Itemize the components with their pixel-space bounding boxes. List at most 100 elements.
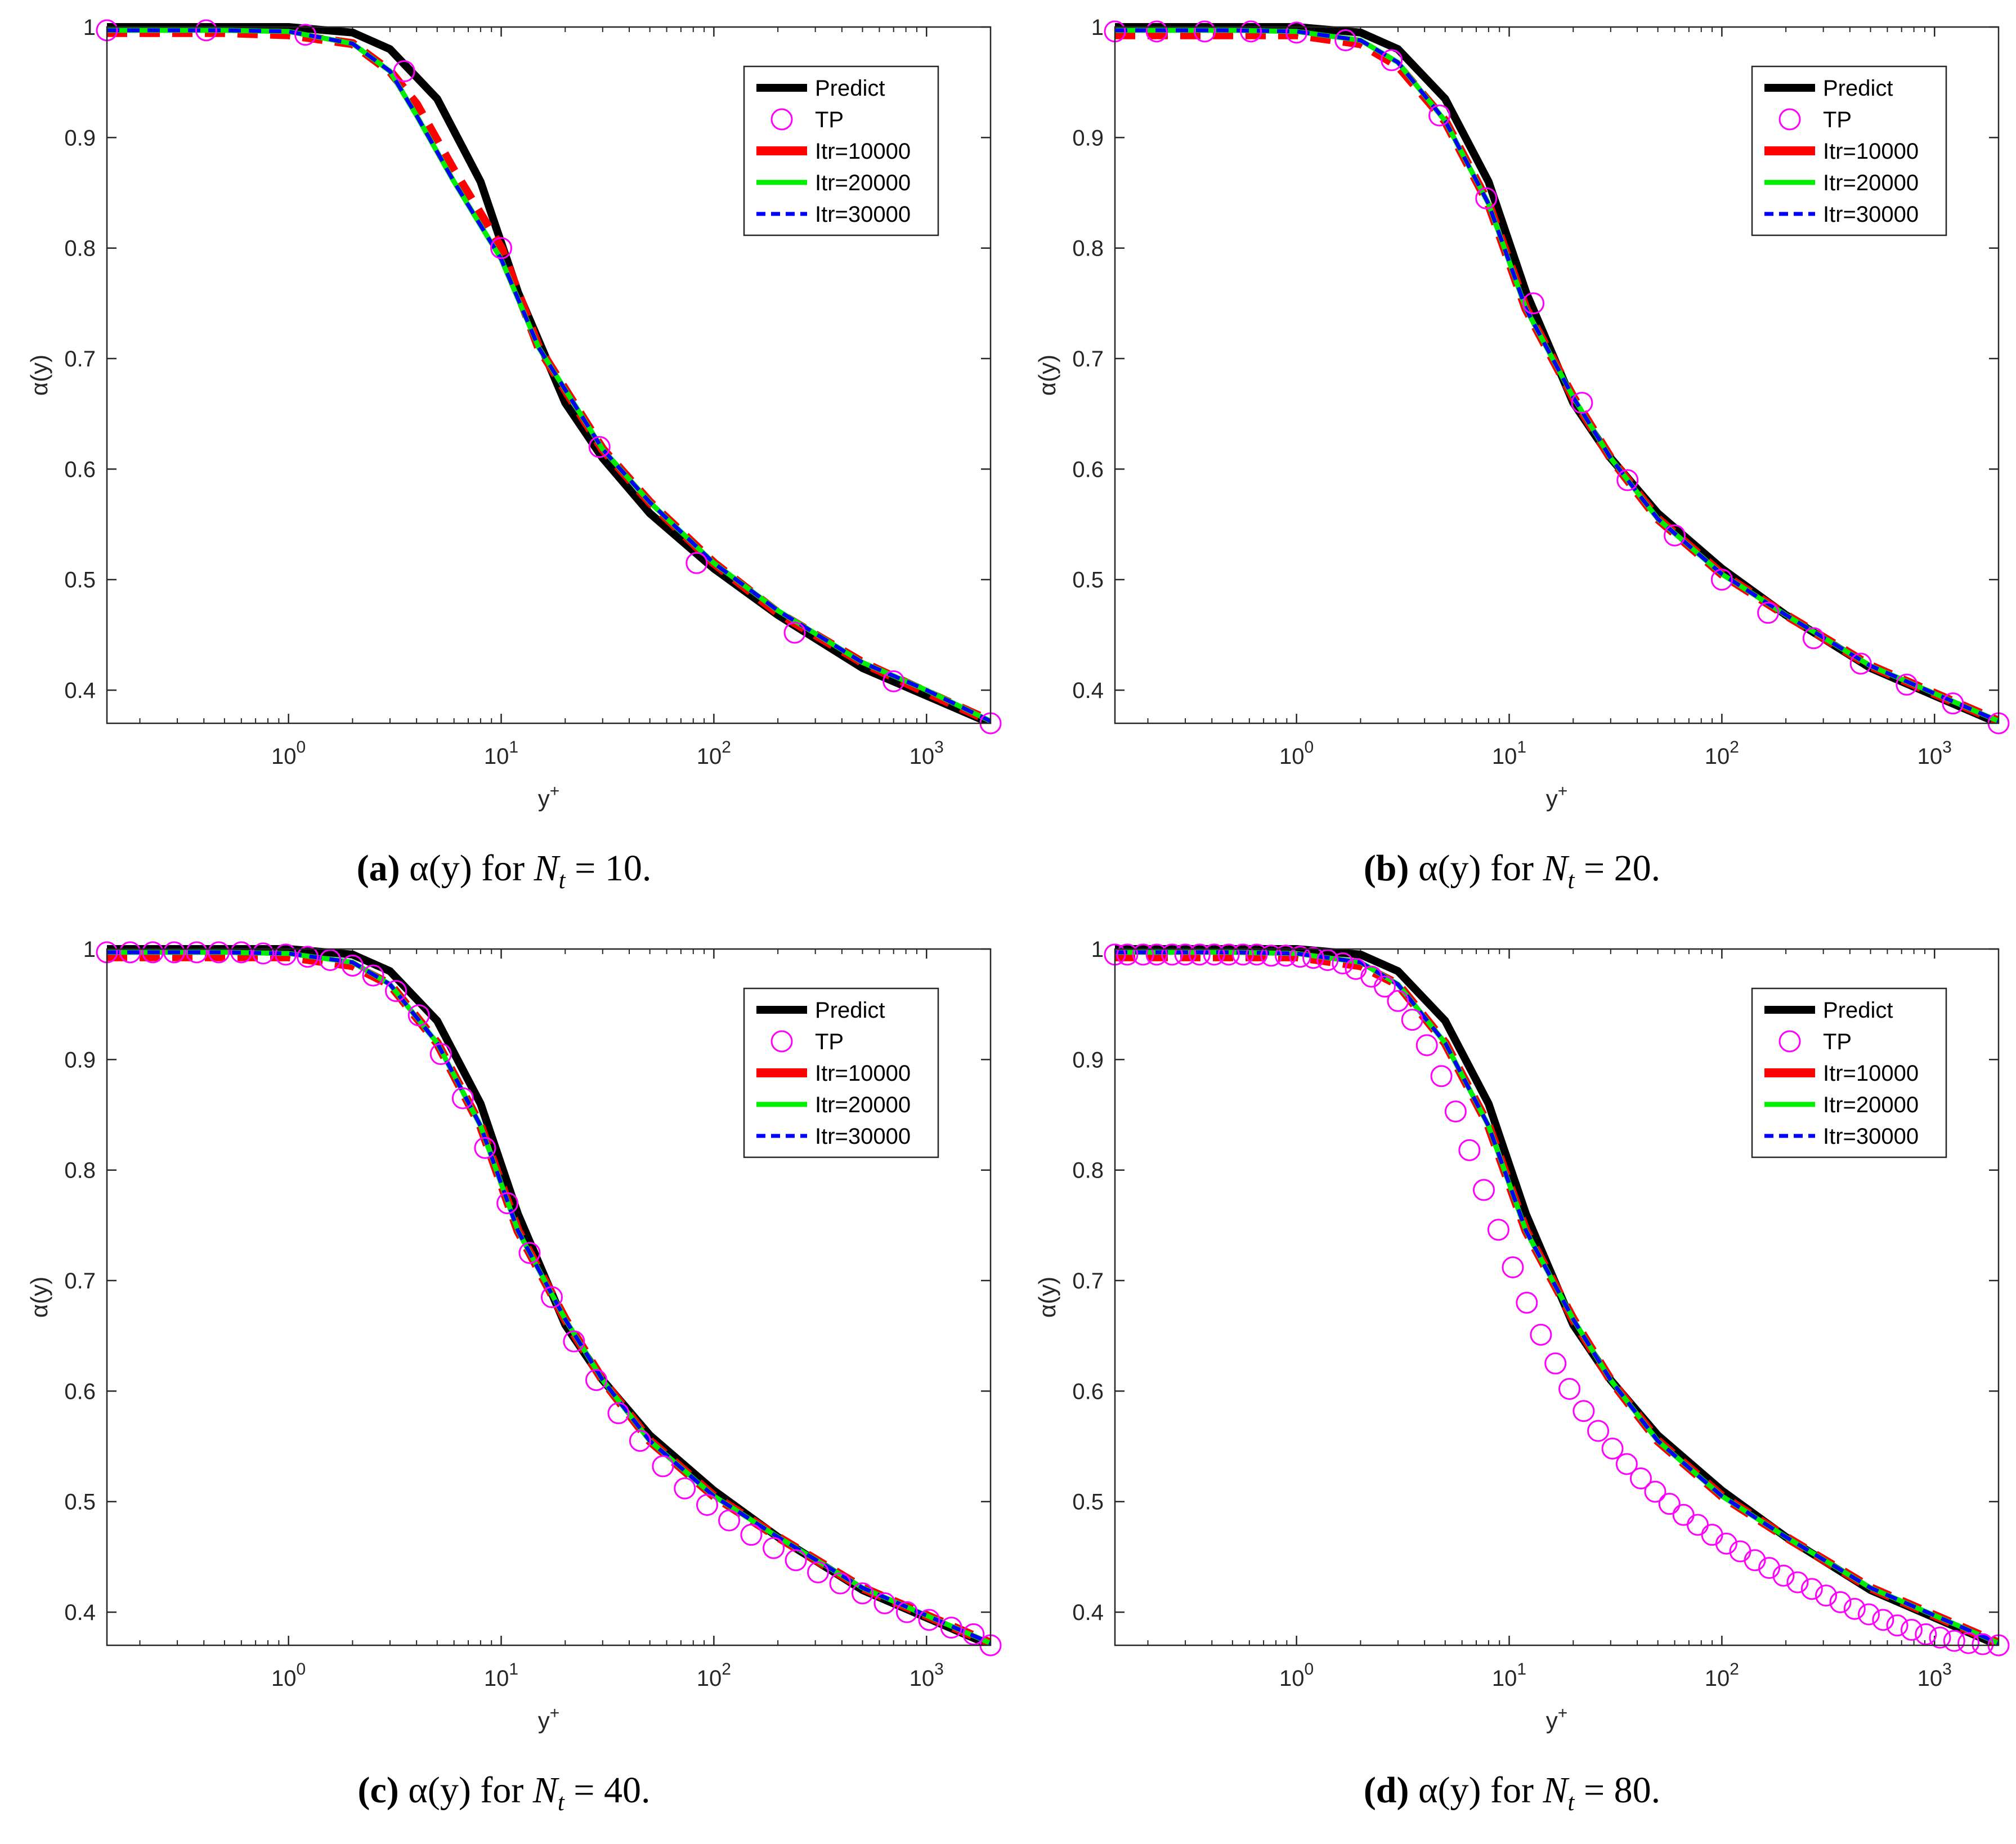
y-tick-label: 0.6 [1072,1379,1104,1404]
tp-marker [1174,943,1197,966]
tp-marker [962,1623,985,1645]
caption-subscript: t [557,1789,565,1816]
tp-marker [1145,20,1168,43]
tp-marker [873,1592,896,1614]
x-axis-label-sup: + [550,782,560,800]
tp-marker [518,1242,541,1264]
axes-box [1114,948,2000,1646]
y-tick-label: 0.9 [64,126,96,150]
tp-marker [1289,946,1311,968]
tp-marker [1240,20,1262,43]
tp-marker [1772,1564,1795,1587]
x-tick-label: 101 [484,1660,518,1691]
y-tick-label: 0.9 [1072,1048,1104,1072]
y-axis-label: α(y) [1034,1277,1060,1318]
legend-marker [770,1030,793,1053]
tp-marker [1957,1632,1980,1654]
axes-box [1114,26,2000,724]
y-tick-label: 0.8 [1072,1158,1104,1183]
x-tick-exponent: 1 [509,738,518,757]
tp-marker [385,980,407,1002]
x-tick-base: 10 [910,1666,935,1691]
x-tick-label: 101 [484,738,518,769]
y-tick-label: 0.5 [1072,1490,1104,1515]
tp-marker [1972,1633,1994,1655]
tp-marker [1381,49,1403,71]
tp-marker [1428,104,1451,127]
legend: Predict TP Itr=10000 Itr=20000 Itr=30000 [743,987,939,1158]
tp-marker [297,946,319,968]
tp-marker [1334,29,1357,52]
tp-marker [1786,1571,1809,1594]
x-tick-base: 10 [1705,744,1730,769]
y-tick-label: 0.9 [1072,126,1104,150]
y-tick-label: 0.7 [64,347,96,372]
x-tick-base: 10 [1279,744,1305,769]
chart-a: 100 101 102 1030.40.50.60.70.80.91y+α(y)Pre… [26,15,1002,812]
x-tick-label: 102 [1705,738,1739,769]
legend-label: Itr=30000 [815,202,911,227]
x-tick-label: 103 [910,738,944,769]
tp-marker [1800,1578,1823,1600]
tp-marker [1942,692,1964,715]
legend-label: Predict [1823,998,1893,1023]
x-axis-label: y+ [538,1704,560,1734]
tp-marker [1401,1009,1423,1031]
x-tick-base: 10 [1492,744,1517,769]
series-line-itr-30000 [1115,950,1999,1645]
y-tick-label: 0.6 [64,457,96,482]
x-tick-base: 10 [910,744,935,769]
tp-marker [1573,1400,1595,1422]
tp-marker [674,1477,696,1500]
tp-marker [1872,1609,1894,1631]
y-axis-label: α(y) [1034,355,1060,396]
tp-marker [686,552,708,574]
y-tick-label: 1 [1091,15,1104,40]
caption-value: = 20. [1574,848,1661,889]
x-axis-label: y+ [1546,1704,1568,1734]
x-tick-label: 102 [1705,1660,1739,1691]
tp-marker [393,60,415,83]
tp-marker [252,942,275,965]
x-axis-label-sup: + [1558,782,1568,800]
x-tick-exponent: 1 [509,1660,518,1679]
legend-label: TP [1823,1030,1852,1054]
tp-marker [1231,943,1254,966]
tp-marker [1302,947,1325,969]
tp-marker [1758,1557,1781,1579]
caption-subscript: t [1567,867,1575,894]
tp-marker [1193,20,1216,43]
x-tick-base: 10 [1918,744,1943,769]
x-axis-label-base: y [538,1707,550,1734]
x-tick-base: 10 [271,1666,297,1691]
caption-b: (b) α(y) for Nt = 20. [1008,847,2016,894]
tp-marker [429,1043,452,1066]
tp-marker [1132,943,1154,966]
x-tick-label: 102 [697,738,731,769]
tp-marker [718,1509,741,1532]
tp-marker [1587,1420,1610,1442]
chart-c: 100 101 102 1030.40.50.60.70.80.91y+α(y)Pre… [26,937,1002,1734]
caption-subscript: t [1567,1789,1575,1816]
caption-text: α(y) for [400,848,534,889]
x-tick-label: 100 [271,1660,306,1691]
caption-symbol: N [1543,1770,1568,1811]
tp-marker [763,1537,785,1559]
tp-marker [852,1582,874,1605]
caption-letter: (b) [1363,848,1409,889]
chart-b: 100 101 102 1030.40.50.60.70.80.91y+α(y)Pre… [1034,15,2010,812]
tp-marker [1710,569,1733,591]
y-tick-label: 1 [83,15,96,40]
tp-marker [185,941,208,964]
tp-marker [1815,1585,1838,1607]
tp-marker [1522,292,1545,315]
x-tick-base: 10 [484,1666,509,1691]
x-tick-label: 103 [1918,738,1952,769]
tp-marker [1829,1591,1852,1613]
y-tick-label: 0.5 [64,1490,96,1515]
y-tick-label: 0.8 [64,236,96,261]
tp-marker [785,1549,807,1572]
axes-box [106,948,992,1646]
tp-marker [119,941,141,964]
